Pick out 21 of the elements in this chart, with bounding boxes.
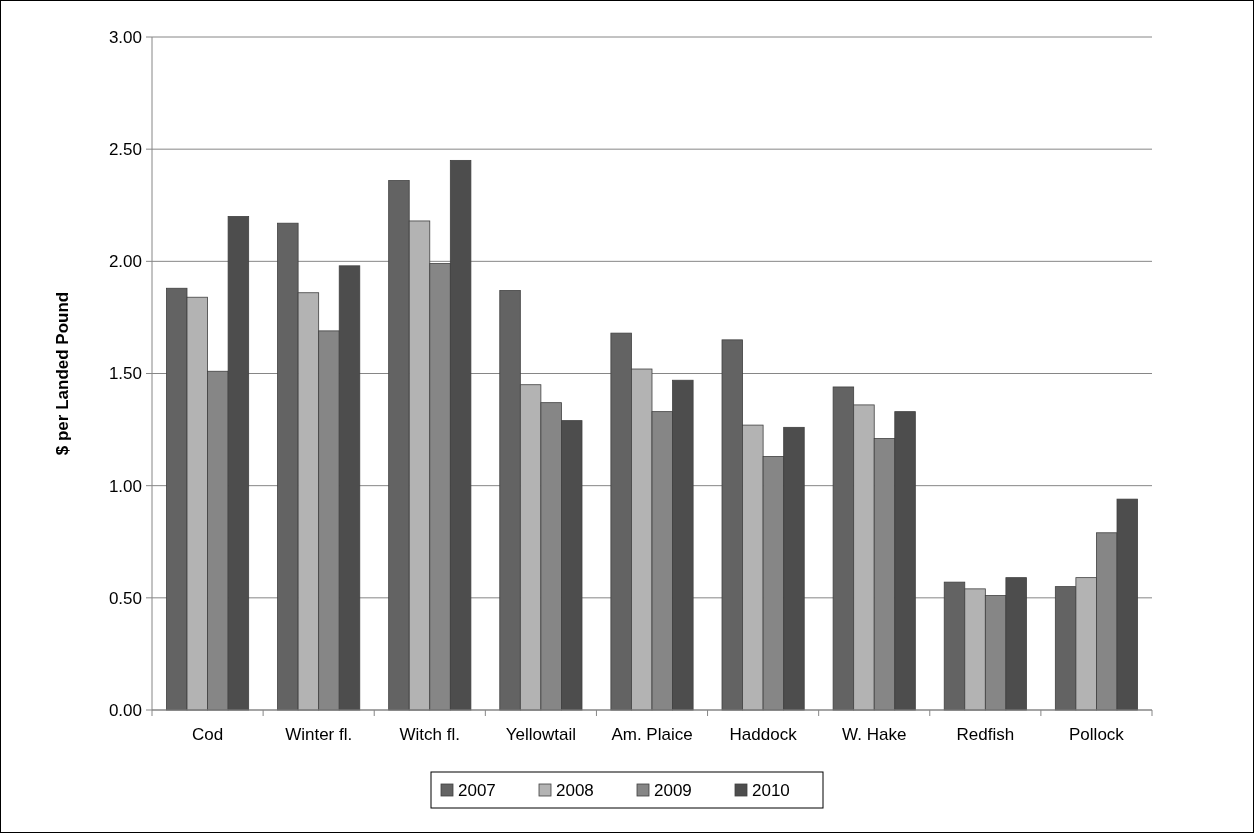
legend-label: 2007 — [458, 780, 496, 800]
y-tick-label: 2.00 — [108, 252, 142, 272]
x-tick-label: Am. Plaice — [611, 725, 693, 744]
y-tick-label: 3.00 — [108, 27, 142, 47]
legend-label: 2010 — [752, 780, 790, 800]
y-tick-label: 0.00 — [108, 700, 142, 720]
y-tick-label: 1.50 — [108, 364, 142, 384]
y-axis-title: $ per Landed Pound — [53, 291, 72, 456]
x-tick-label: Haddock — [729, 725, 798, 744]
x-tick-label: W. Hake — [842, 725, 907, 744]
x-tick-label: Witch fl. — [399, 725, 460, 744]
y-tick-label: 1.00 — [108, 476, 142, 496]
legend-label: 2008 — [556, 780, 594, 800]
x-tick-label: Cod — [191, 725, 224, 744]
legend-label: 2009 — [654, 780, 692, 800]
x-tick-label: Yellowtail — [505, 725, 577, 744]
y-tick-label: 0.50 — [108, 588, 142, 608]
x-tick-label: Pollock — [1069, 725, 1125, 744]
y-tick-label: 2.50 — [108, 140, 142, 160]
x-tick-label: Winter fl. — [285, 725, 353, 744]
x-tick-label: Redfish — [956, 725, 1015, 744]
